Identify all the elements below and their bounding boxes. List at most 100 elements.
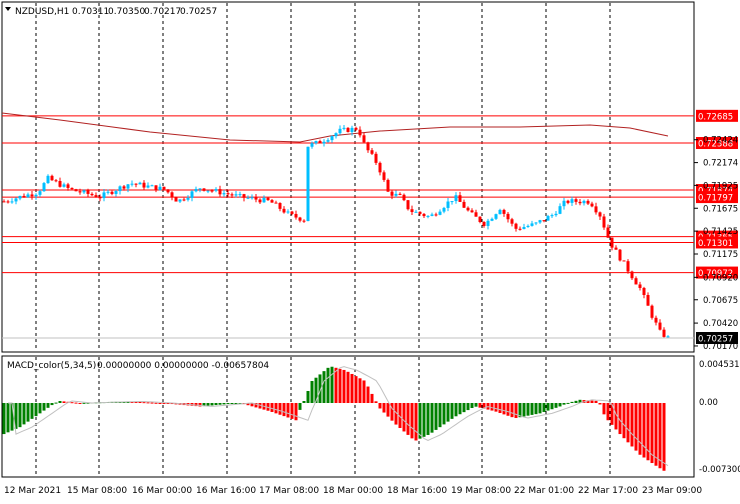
candle-body bbox=[462, 201, 466, 208]
macd-bar bbox=[42, 403, 46, 411]
time-label: 16 Mar 16:00 bbox=[196, 486, 256, 496]
moving-average bbox=[1, 112, 669, 143]
macd-bar bbox=[542, 403, 546, 412]
macd-signal-line bbox=[8, 366, 669, 467]
candle-body bbox=[350, 127, 354, 132]
horizontal-levels[interactable]: 0.726850.723880.718740.717970.713650.713… bbox=[2, 109, 738, 279]
candle-body bbox=[54, 180, 58, 182]
macd-bar bbox=[130, 401, 134, 403]
candle-body bbox=[138, 182, 142, 185]
candle-body bbox=[446, 201, 450, 208]
macd-bar bbox=[614, 403, 618, 430]
macd-bar bbox=[10, 403, 14, 431]
candle-body bbox=[458, 195, 462, 202]
candle-body bbox=[90, 193, 94, 196]
macd-bar bbox=[170, 403, 174, 405]
macd-bar bbox=[50, 403, 54, 406]
candle-body bbox=[286, 211, 290, 213]
candle-body bbox=[242, 194, 246, 198]
macd-bar bbox=[450, 403, 454, 419]
candle-body bbox=[470, 210, 474, 213]
macd-bar bbox=[350, 373, 354, 403]
candle-body bbox=[58, 181, 62, 187]
candle-body bbox=[622, 260, 626, 262]
macd-bar bbox=[314, 377, 318, 403]
macd-bar bbox=[494, 403, 498, 412]
macd-bar bbox=[358, 378, 362, 403]
macd-bar bbox=[602, 403, 606, 415]
candle-body bbox=[30, 194, 34, 197]
time-label: 18 Mar 00:00 bbox=[323, 486, 383, 496]
macd-bar bbox=[226, 403, 230, 405]
price-panel[interactable] bbox=[1, 1, 695, 353]
candle-body bbox=[430, 214, 434, 216]
macd-bar bbox=[206, 403, 210, 406]
macd-bar bbox=[150, 402, 154, 404]
macd-bar bbox=[490, 403, 494, 411]
macd-bar bbox=[418, 403, 422, 439]
candle-body bbox=[186, 197, 190, 200]
candle-body bbox=[2, 201, 6, 203]
macd-bar bbox=[446, 403, 450, 422]
macd-bar bbox=[634, 403, 638, 451]
candle-body bbox=[386, 179, 390, 192]
candle-body bbox=[182, 199, 186, 201]
candle-body bbox=[62, 184, 66, 187]
candle-body bbox=[530, 223, 534, 226]
candle-body bbox=[50, 175, 54, 181]
macd-bar bbox=[442, 403, 446, 425]
macd-header: MACD_color(5,34,5) 0.00000000 0.00000000… bbox=[7, 361, 269, 371]
candle-body bbox=[374, 153, 378, 163]
collapse-triangle-icon[interactable] bbox=[5, 7, 11, 11]
macd-bar bbox=[158, 403, 162, 404]
macd-bar bbox=[154, 402, 158, 404]
macd-bar bbox=[610, 403, 614, 425]
macd-bar bbox=[30, 403, 34, 419]
macd-bar bbox=[330, 366, 334, 403]
macd-bar bbox=[654, 403, 658, 466]
candle-body bbox=[10, 201, 14, 203]
macd-bar bbox=[266, 403, 270, 411]
candle-body bbox=[298, 217, 302, 221]
level-tag bbox=[696, 191, 738, 204]
candle-body bbox=[194, 188, 198, 192]
candle-body bbox=[70, 187, 74, 190]
candle-body bbox=[102, 192, 106, 199]
macd-bar bbox=[338, 368, 342, 403]
candle-body bbox=[402, 194, 406, 201]
candle-body bbox=[94, 195, 98, 198]
level-tag-text: 0.71797 bbox=[698, 194, 733, 204]
price-label: 0.71425 bbox=[703, 227, 738, 237]
candle-body bbox=[654, 317, 658, 323]
macd-bar bbox=[522, 403, 526, 417]
macd-bar bbox=[302, 401, 306, 403]
macd-bar bbox=[606, 403, 610, 421]
macd-bar bbox=[22, 403, 26, 425]
candle-body bbox=[578, 201, 582, 204]
candle-body bbox=[118, 186, 122, 192]
macd-bar bbox=[386, 403, 390, 417]
macd-bar bbox=[218, 403, 222, 405]
macd-bar bbox=[514, 403, 518, 418]
candle-body bbox=[574, 199, 578, 202]
current-price-tag bbox=[696, 332, 738, 344]
macd-bar bbox=[362, 380, 366, 403]
candle-body bbox=[534, 222, 538, 224]
candles bbox=[2, 124, 670, 339]
candle-body bbox=[582, 200, 586, 204]
macd-axis-label: 0.00 bbox=[699, 398, 718, 408]
candle-body bbox=[426, 215, 430, 217]
macd-bar bbox=[234, 403, 238, 404]
candle-body bbox=[562, 200, 566, 207]
candle-body bbox=[454, 195, 458, 202]
macd-bar bbox=[370, 393, 374, 403]
candle-body bbox=[114, 191, 118, 194]
candle-body bbox=[334, 133, 338, 137]
candle-body bbox=[558, 206, 562, 214]
level-tag bbox=[696, 236, 738, 249]
price-label: 0.71675 bbox=[703, 204, 738, 214]
